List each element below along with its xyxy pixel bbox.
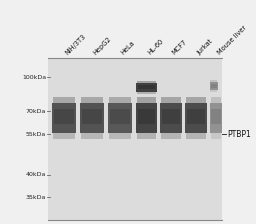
Bar (52, 103, 76, 133)
Bar (81, 133, 103, 139)
Bar (162, 109, 180, 124)
Bar (161, 133, 181, 139)
Bar (138, 109, 155, 124)
Bar (48, 58, 222, 220)
Bar (109, 97, 131, 103)
Text: NIH/3T3: NIH/3T3 (64, 33, 87, 56)
Bar (210, 90, 217, 92)
Bar (82, 109, 102, 124)
Bar (185, 103, 207, 133)
Bar (137, 81, 156, 83)
Text: Mouse liver: Mouse liver (216, 25, 247, 56)
Bar (161, 97, 181, 103)
Bar (53, 133, 75, 139)
Bar (54, 109, 74, 124)
Bar (110, 109, 130, 124)
Text: 35kDa: 35kDa (26, 195, 46, 200)
Bar (187, 109, 205, 124)
Text: 40kDa: 40kDa (26, 172, 46, 177)
Bar (108, 103, 132, 133)
Bar (137, 97, 156, 103)
Text: Jurkat: Jurkat (196, 38, 214, 56)
Bar (210, 80, 217, 82)
Bar (211, 97, 221, 103)
Bar (138, 85, 155, 89)
Bar (211, 84, 217, 88)
Bar (211, 133, 221, 139)
Bar (81, 97, 103, 103)
Bar (80, 103, 104, 133)
Text: 55kDa: 55kDa (26, 132, 46, 137)
Text: HeLa: HeLa (120, 40, 136, 56)
Bar (137, 133, 156, 139)
Bar (186, 133, 206, 139)
Bar (136, 103, 157, 133)
Text: PTBP1: PTBP1 (227, 130, 251, 139)
Bar (186, 97, 206, 103)
Text: HepG2: HepG2 (92, 36, 112, 56)
Text: MCF7: MCF7 (171, 39, 188, 56)
Bar (109, 133, 131, 139)
Text: 100kDa: 100kDa (22, 75, 46, 80)
Bar (136, 83, 157, 92)
Bar (211, 109, 221, 124)
Bar (210, 103, 222, 133)
Bar (53, 97, 75, 103)
Bar (210, 82, 218, 90)
Text: 70kDa: 70kDa (26, 109, 46, 114)
Bar (160, 103, 182, 133)
Text: HL-60: HL-60 (146, 38, 164, 56)
Bar (137, 92, 156, 94)
